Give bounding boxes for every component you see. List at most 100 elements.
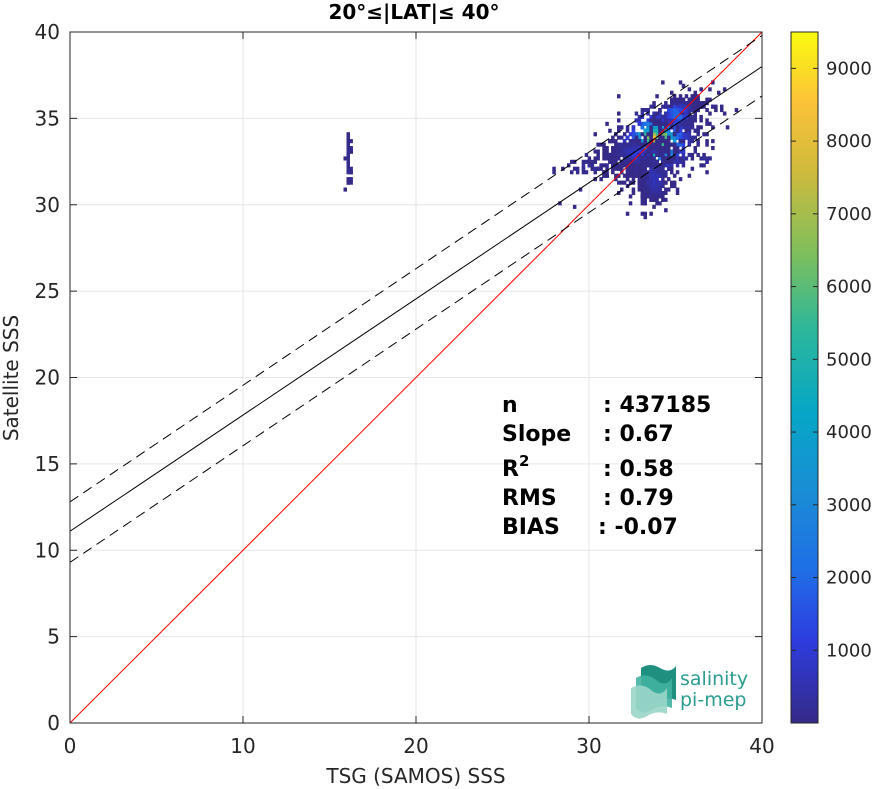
density-cell [708, 87, 712, 92]
density-cell [631, 128, 636, 133]
density-cell [643, 156, 647, 161]
density-cell [667, 135, 671, 140]
density-cell [681, 142, 686, 147]
density-cell [678, 101, 683, 106]
density-cell [593, 149, 597, 154]
density-cell [631, 149, 636, 154]
density-cell [661, 197, 665, 202]
density-cell [640, 142, 645, 147]
density-cell [661, 159, 665, 164]
density-cell [652, 180, 656, 185]
density-cell [640, 180, 645, 185]
density-cell [681, 152, 686, 157]
density-cell [655, 146, 659, 151]
density-cell [658, 135, 662, 140]
density-cell [696, 101, 700, 106]
density-cell [693, 111, 697, 116]
density-cell [702, 104, 706, 109]
density-cell [708, 111, 712, 116]
one-to-one-line [70, 32, 762, 723]
density-cell [664, 149, 668, 154]
density-cell [664, 121, 668, 126]
density-cell [675, 125, 680, 130]
density-cell [678, 125, 683, 130]
density-cell [652, 170, 656, 175]
density-cell [690, 101, 695, 106]
density-cell [705, 159, 709, 164]
density-cell [575, 170, 580, 175]
density-cell [596, 149, 600, 154]
density-cell [581, 159, 586, 164]
density-cell [672, 97, 677, 102]
y-tick-label: 20 [35, 366, 60, 390]
density-cell [664, 114, 668, 119]
density-cell [664, 180, 668, 185]
density-cell [640, 125, 645, 130]
x-tick-label: 0 [64, 734, 77, 758]
density-cell [684, 101, 689, 106]
density-cell [617, 173, 621, 178]
density-cell [681, 114, 686, 119]
density-cell [634, 163, 639, 168]
x-tick-label: 30 [576, 734, 601, 758]
density-cell [625, 156, 630, 161]
density-cell [664, 142, 668, 147]
density-cell [646, 111, 650, 116]
density-cell [652, 190, 656, 195]
density-cell [649, 173, 653, 178]
density-cell [622, 163, 627, 168]
density-cell [622, 180, 627, 185]
density-cell [708, 121, 712, 126]
density-cell [637, 142, 642, 147]
density-cell [655, 142, 659, 147]
density-cell [661, 190, 665, 195]
density-cell [687, 111, 692, 116]
stat-r2-label: R2 [502, 452, 529, 482]
density-cell [693, 104, 697, 109]
density-cell [702, 152, 706, 157]
density-cell [649, 128, 653, 133]
density-cell [696, 125, 700, 130]
density-cell [664, 197, 668, 202]
density-cell [637, 132, 642, 137]
density-cell [670, 104, 674, 109]
density-cell [628, 194, 633, 199]
density-cell [634, 166, 639, 171]
density-cell [572, 204, 577, 209]
density-cell [605, 152, 609, 157]
density-cell [349, 146, 353, 151]
density-cell [570, 170, 574, 175]
density-cell [661, 132, 665, 137]
colorbar-tick-label: 6000 [826, 277, 872, 298]
density-cell [640, 211, 645, 216]
density-cell [705, 121, 709, 126]
density-cell [617, 156, 621, 161]
density-cell [628, 166, 633, 171]
density-cell [643, 149, 647, 154]
density-cell [672, 132, 677, 137]
density-cell [652, 139, 656, 144]
density-cell [643, 121, 647, 126]
density-cell [664, 170, 668, 175]
density-cell [558, 201, 562, 206]
density-cell [587, 156, 592, 161]
density-cell [640, 114, 645, 119]
density-cell [640, 197, 645, 202]
density-cell [634, 111, 639, 116]
density-cell [643, 132, 647, 137]
density-cell [670, 132, 674, 137]
density-cell [634, 152, 639, 157]
density-cell [625, 146, 630, 151]
density-cell [670, 156, 674, 161]
density-cell [681, 83, 686, 88]
density-cell [637, 114, 642, 119]
density-cell [702, 132, 706, 137]
density-cell [631, 177, 636, 182]
density-cell [672, 114, 677, 119]
density-cell [661, 156, 665, 161]
density-cell [617, 142, 621, 147]
density-cell [714, 108, 718, 113]
density-cell [643, 215, 647, 220]
stats-box: n : 437185 Slope : 0.67 R2 : 0.58 RMS : … [502, 393, 711, 540]
density-cell [614, 142, 618, 147]
